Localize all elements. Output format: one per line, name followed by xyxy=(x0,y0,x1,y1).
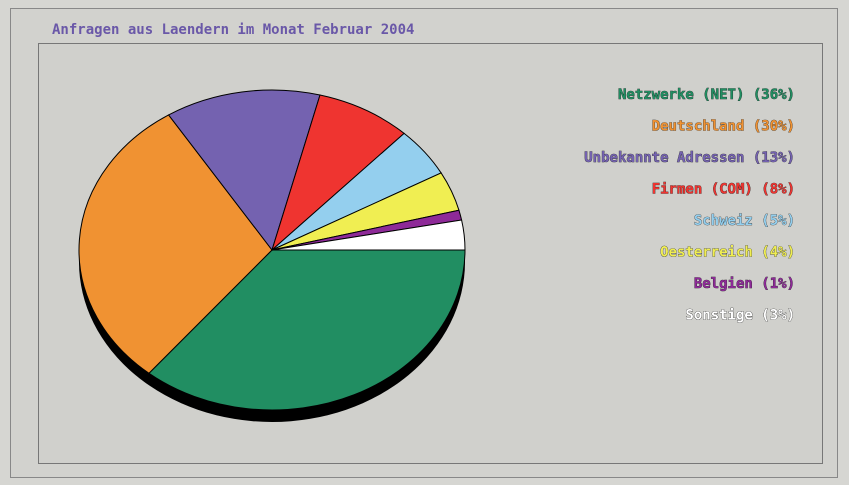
legend-value: (36%) xyxy=(753,87,795,103)
legend-value: (30%) xyxy=(753,119,795,135)
pie-slice xyxy=(271,219,466,251)
chart-title: Anfragen aus Laendern im Monat Februar 2… xyxy=(52,22,414,38)
legend-entry: Firmen (COM) (8%) xyxy=(652,182,795,198)
legend-value: (5%) xyxy=(761,213,795,229)
legend: Netzwerke (NET) (36%) Deutschland (30%) Un… xyxy=(584,87,795,324)
legend-label: Netzwerke (NET) xyxy=(618,87,744,103)
legend-entry: Netzwerke (NET) (36%) xyxy=(618,87,795,103)
legend-entry: Deutschland (30%) xyxy=(652,119,795,135)
legend-entry: Unbekannte Adressen (13%) xyxy=(584,150,795,166)
legend-value: (13%) xyxy=(753,150,795,166)
legend-gap xyxy=(753,213,761,229)
legend-label: Unbekannte Adressen xyxy=(584,150,744,166)
pie-slice xyxy=(167,89,321,252)
legend-value: (1%) xyxy=(761,276,795,292)
legend-label: Belgien xyxy=(694,276,753,292)
legend-value: (4%) xyxy=(761,245,795,261)
legend-value: (8%) xyxy=(761,182,795,198)
legend-entry: Sonstige (3%) xyxy=(685,308,795,324)
legend-label: Schweiz xyxy=(694,213,753,229)
legend-gap xyxy=(753,276,761,292)
legend-gap xyxy=(753,308,761,324)
legend-entry: Belgien (1%) xyxy=(694,276,795,292)
legend-value: (3%) xyxy=(761,308,795,324)
pie-slice xyxy=(148,249,466,411)
pie-slice xyxy=(78,114,273,374)
legend-gap xyxy=(744,150,752,166)
legend-entry: Oesterreich (4%) xyxy=(660,245,795,261)
legend-label: Sonstige xyxy=(685,308,752,324)
legend-gap xyxy=(753,245,761,261)
legend-label: Deutschland xyxy=(652,119,745,135)
pie-slice xyxy=(270,94,405,252)
legend-gap xyxy=(744,87,752,103)
legend-label: Oesterreich xyxy=(660,245,753,261)
legend-entry: Schweiz (5%) xyxy=(694,213,795,229)
legend-gap xyxy=(753,182,761,198)
pie xyxy=(78,89,466,422)
legend-gap xyxy=(744,119,752,135)
legend-label: Firmen (COM) xyxy=(652,182,753,198)
